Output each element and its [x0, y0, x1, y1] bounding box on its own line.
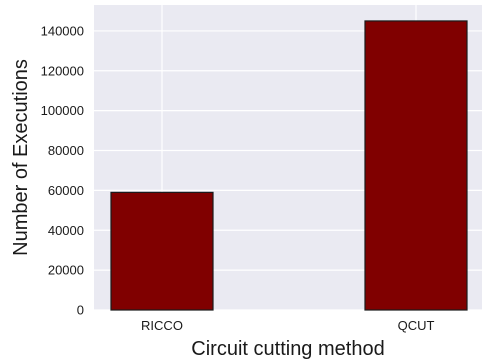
bar-ricco	[110, 191, 214, 311]
y-tick-label: 0	[77, 303, 84, 318]
y-tick-label: 40000	[48, 223, 84, 238]
x-tick-label: QCUT	[398, 318, 435, 333]
y-tick-label: 20000	[48, 263, 84, 278]
y-tick-label: 120000	[41, 63, 84, 78]
y-tick-label: 140000	[41, 23, 84, 38]
y-tick-labels: 0 20000 40000 60000 80000 100000 120000 140000	[41, 23, 84, 317]
x-tick-label: RICCO	[141, 318, 183, 333]
x-tick-labels: RICCO QCUT	[141, 318, 434, 333]
x-axis-title: Circuit cutting method	[191, 338, 384, 360]
y-axis-title: Number of Executions	[10, 59, 32, 256]
y-tick-label: 100000	[41, 103, 84, 118]
bars	[110, 20, 468, 311]
y-tick-label: 80000	[48, 143, 84, 158]
y-tick-label: 60000	[48, 183, 84, 198]
bar-qcut	[364, 20, 468, 311]
